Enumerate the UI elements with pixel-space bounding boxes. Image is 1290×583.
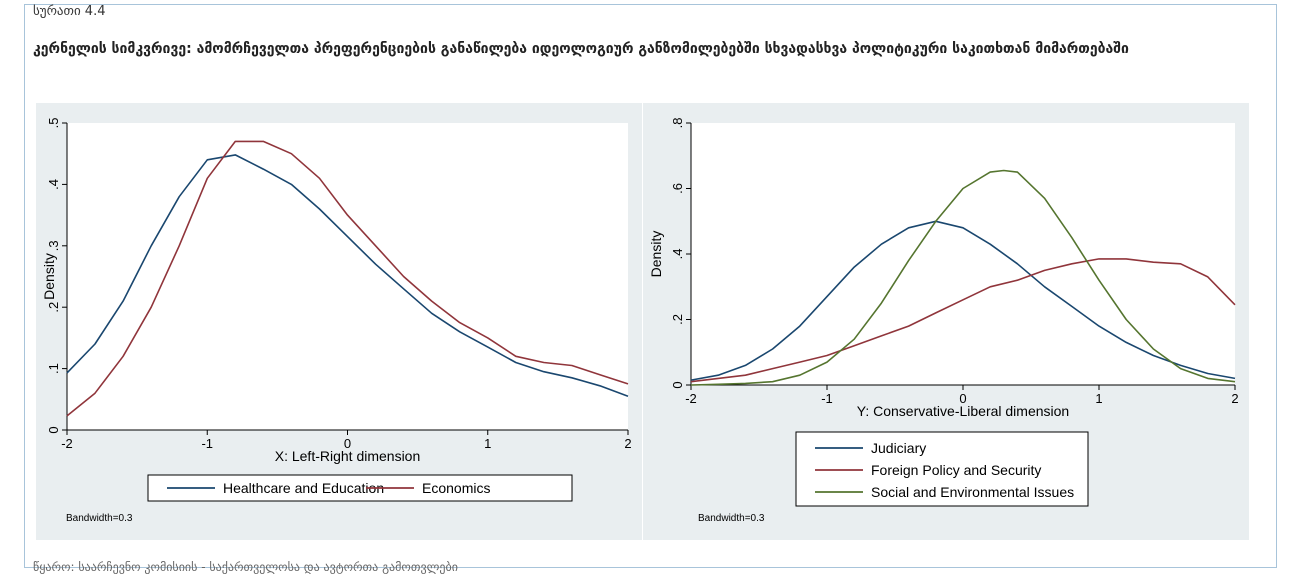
x-tick-label: -1 xyxy=(821,391,833,406)
y-tick-label: .2 xyxy=(46,302,61,313)
chart-panel-right: 0 .2 .4 .6 .8 Density -2 -1 0 1 2 Y: Conservative-L… xyxy=(643,103,1249,540)
y-axis-label: Density xyxy=(41,253,57,300)
y-tick-label: .6 xyxy=(670,183,685,194)
x-tick-label: -2 xyxy=(685,391,697,406)
density-chart-conservative-liberal: 0 .2 .4 .6 .8 Density -2 -1 0 1 2 Y: Conservative-L… xyxy=(648,118,1239,524)
x-tick-label: 1 xyxy=(484,436,491,451)
figure-title: კერნელის სიმკვრივე: ამომრჩეველთა პრეფერე… xyxy=(33,41,1129,57)
density-chart-left-right: 0 .1 .2 .3 .4 .5 Density -2 -1 0 1 2 X: Left-Right d… xyxy=(41,118,632,524)
legend-box xyxy=(147,474,573,502)
y-tick-label: .8 xyxy=(670,118,685,129)
x-tick-label: 1 xyxy=(1095,391,1102,406)
x-axis-label: Y: Conservative-Liberal dimension xyxy=(857,403,1069,419)
legend-entry: Social and Environmental Issues xyxy=(871,484,1074,500)
y-tick-label: .2 xyxy=(670,314,685,325)
series-line-healthcare-and-education xyxy=(66,154,629,397)
y-tick-label: .4 xyxy=(46,179,61,190)
bandwidth-note: Bandwidth=0.3 xyxy=(66,513,133,524)
x-tick-label: 2 xyxy=(1231,391,1238,406)
y-tick-label: .1 xyxy=(46,363,61,374)
x-axis-label: X: Left-Right dimension xyxy=(275,448,421,464)
x-tick-label: 0 xyxy=(344,436,351,451)
figure-label: სურათი 4.4 xyxy=(33,4,106,19)
series-line-foreign-policy-and-security xyxy=(690,258,1236,383)
y-axis-label: Density xyxy=(648,231,664,278)
legend-entry: Healthcare and Education xyxy=(223,480,384,496)
figure-frame xyxy=(24,4,1277,568)
x-tick-label: -2 xyxy=(61,436,73,451)
x-tick-label: -1 xyxy=(201,436,213,451)
y-tick-label: .4 xyxy=(670,249,685,260)
chart-panel-left: 0 .1 .2 .3 .4 .5 Density -2 -1 0 1 2 X: Left-Right d… xyxy=(36,103,642,540)
series-line-economics xyxy=(66,140,629,417)
y-tick-label: .3 xyxy=(46,240,61,251)
y-tick-label: 0 xyxy=(46,426,61,433)
source-note: წყარო: საარჩევნო კომისიის - საქართველოსა… xyxy=(33,560,458,574)
series-line-judiciary xyxy=(690,220,1236,381)
legend-entry: Judiciary xyxy=(871,440,926,456)
plot-area xyxy=(691,123,1235,385)
bandwidth-note: Bandwidth=0.3 xyxy=(698,513,765,524)
legend-entry: Economics xyxy=(422,480,490,496)
y-tick-label: 0 xyxy=(670,381,685,388)
series-line-social-and-environmental-issues xyxy=(690,169,1236,386)
y-tick-label: .5 xyxy=(46,118,61,129)
x-tick-label: 0 xyxy=(959,391,966,406)
x-tick-label: 2 xyxy=(624,436,631,451)
legend-box xyxy=(795,431,1089,507)
legend-entry: Foreign Policy and Security xyxy=(871,462,1041,478)
plot-area xyxy=(67,123,628,430)
